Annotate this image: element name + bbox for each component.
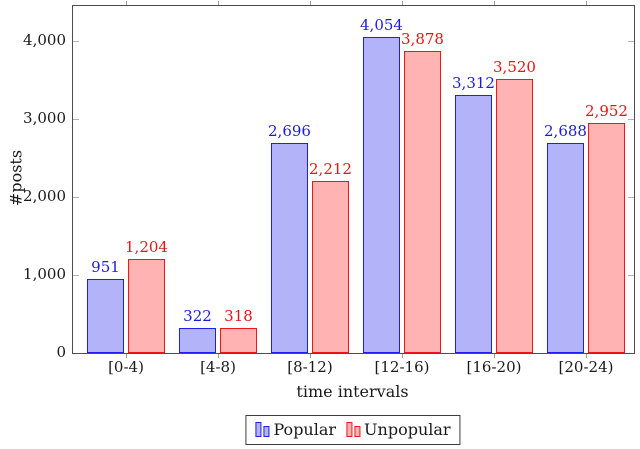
x-tick-label: [0-4) [108,358,144,376]
bar-value-label: 2,952 [585,102,628,120]
y-tick-left [73,118,79,120]
y-tick-label: 2,000 [23,187,66,206]
bar-value-label: 3,878 [401,30,444,48]
bar-popular-[8-12) [271,143,308,353]
legend-entry-popular: Popular [255,420,336,439]
bar-value-label: 2,688 [544,122,587,140]
bar-value-label: 322 [183,307,212,325]
legend-bar-icon [255,422,270,437]
legend-mini-bar [354,426,361,437]
y-tick-right [628,196,634,198]
x-tick-bottom [493,354,495,358]
y-tick-left [73,40,79,42]
bar-value-label: 951 [91,258,120,276]
x-tick-top [125,1,127,5]
x-tick-bottom [401,354,403,358]
y-tick-label: 4,000 [23,31,66,50]
x-tick-bottom [217,354,219,358]
legend: Popular Unpopular [245,415,461,445]
x-tick-top [493,1,495,5]
bar-unpopular-[12-16) [404,51,441,353]
legend-entry-unpopular: Unpopular [346,420,451,439]
x-tick-label: [20-24) [558,358,614,376]
y-tick-left [73,196,79,198]
y-tick-left [73,274,79,276]
bar-value-label: 3,520 [493,58,536,76]
bar-value-label: 2,696 [268,122,311,140]
x-tick-label: [16-20) [466,358,522,376]
legend-mini-bar [255,422,262,437]
bar-popular-[20-24) [547,143,584,353]
x-axis-title: time intervals [296,382,409,401]
y-tick-label: 1,000 [23,265,66,284]
bar-unpopular-[0-4) [128,259,165,353]
x-tick-label: [12-16) [374,358,430,376]
bar-unpopular-[4-8) [220,328,257,353]
bar-value-label: 318 [224,307,253,325]
bar-value-label: 1,204 [125,238,168,256]
bar-popular-[4-8) [179,328,216,353]
x-tick-bottom [585,354,587,358]
y-tick-label: 3,000 [23,109,66,128]
legend-label: Unpopular [364,420,451,439]
x-tick-top [585,1,587,5]
y-tick-right [628,40,634,42]
plot-area: 951 1,204 322 318 2,696 2,212 4,054 3,878 3,312 3… [72,1,635,358]
bar-popular-[0-4) [87,279,124,353]
x-tick-top [401,1,403,5]
y-tick-right [628,118,634,120]
x-tick-label: [4-8) [200,358,236,376]
bar-value-label: 2,212 [309,160,352,178]
bar-popular-[16-20) [455,95,492,353]
bar-unpopular-[20-24) [588,123,625,353]
bar-popular-[12-16) [363,37,400,353]
x-tick-top [217,1,219,5]
bar-unpopular-[8-12) [312,181,349,353]
x-tick-bottom [125,354,127,358]
x-tick-label: [8-12) [287,358,333,376]
legend-label: Popular [273,420,337,439]
bar-unpopular-[16-20) [496,79,533,353]
legend-bar-icon [346,422,361,437]
x-tick-bottom [309,354,311,358]
legend-mini-bar [263,426,270,437]
bar-value-label: 3,312 [452,74,495,92]
legend-mini-bar [346,422,353,437]
bar-value-label: 4,054 [360,16,403,34]
y-tick-right [628,274,634,276]
x-tick-top [309,1,311,5]
y-tick-label: 0 [56,343,66,361]
